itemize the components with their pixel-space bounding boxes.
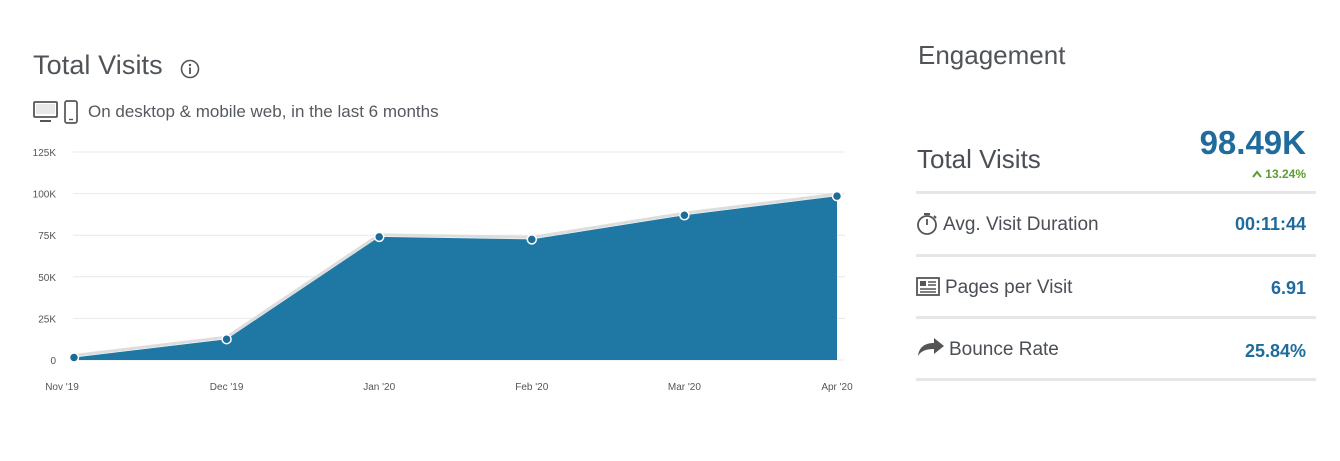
arrow-up-icon bbox=[1252, 170, 1263, 178]
total-visits-change: 13.24% bbox=[1252, 167, 1306, 181]
metric-value: 25.84% bbox=[1244, 341, 1306, 361]
bounce-rate-metric: Bounce Rate 25.84% bbox=[916, 319, 1316, 381]
total-visits-value: 98.49K bbox=[1199, 124, 1306, 161]
metric-label: Avg. Visit Duration bbox=[943, 214, 1099, 235]
mobile-icon bbox=[64, 100, 78, 124]
avg-visit-duration-metric: Avg. Visit Duration 00:11:44 bbox=[916, 194, 1316, 257]
pages-icon bbox=[916, 277, 940, 296]
metric-label: Bounce Rate bbox=[949, 339, 1059, 360]
bounce-arrow-icon bbox=[918, 338, 944, 356]
total-visits-label: Total Visits bbox=[917, 144, 1041, 174]
total-visits-area-chart: 0 25K 50K 75K 100K 125K Nov '19 Dec '19 Jan '20 F… bbox=[33, 148, 853, 393]
data-point bbox=[68, 352, 80, 363]
subtitle-text: On desktop & mobile web, in the last 6 m… bbox=[88, 102, 439, 121]
engagement-panel: Engagement Total Visits 98.49K 13.24% Av… bbox=[916, 0, 1316, 461]
chart-title: Total Visits bbox=[33, 50, 163, 80]
y-tick-label: 100K bbox=[33, 190, 57, 201]
y-tick-label: 50K bbox=[38, 273, 56, 284]
info-icon[interactable] bbox=[180, 59, 200, 79]
y-tick-label: 25K bbox=[38, 314, 56, 325]
change-percent: 13.24% bbox=[1265, 167, 1306, 181]
x-tick-label: Dec '19 bbox=[210, 382, 244, 393]
metric-value: 6.91 bbox=[1270, 278, 1306, 298]
area-fill bbox=[74, 196, 837, 360]
stopwatch-icon bbox=[917, 213, 937, 235]
x-tick-label: Mar '20 bbox=[668, 382, 701, 393]
data-point bbox=[221, 333, 232, 345]
engagement-title: Engagement bbox=[918, 40, 1066, 70]
y-tick-label: 75K bbox=[38, 231, 56, 242]
data-point bbox=[373, 231, 385, 243]
data-point bbox=[831, 190, 843, 202]
x-tick-label: Apr '20 bbox=[821, 382, 853, 393]
x-tick-label: Nov '19 bbox=[45, 382, 79, 393]
y-tick-label: 0 bbox=[50, 356, 56, 367]
y-tick-label: 125K bbox=[33, 148, 57, 159]
x-tick-label: Feb '20 bbox=[515, 382, 548, 393]
x-tick-label: Jan '20 bbox=[363, 382, 395, 393]
data-point bbox=[679, 209, 690, 221]
data-point bbox=[526, 234, 538, 245]
pages-per-visit-metric: Pages per Visit 6.91 bbox=[916, 257, 1316, 319]
series-line bbox=[73, 192, 838, 357]
desktop-icon bbox=[33, 101, 58, 122]
metric-label: Pages per Visit bbox=[945, 277, 1073, 298]
total-visits-panel: Total Visits On desktop & mobile web, in… bbox=[33, 50, 853, 393]
metric-value: 00:11:44 bbox=[1234, 214, 1306, 234]
total-visits-metric: Total Visits 98.49K 13.24% bbox=[916, 120, 1316, 194]
